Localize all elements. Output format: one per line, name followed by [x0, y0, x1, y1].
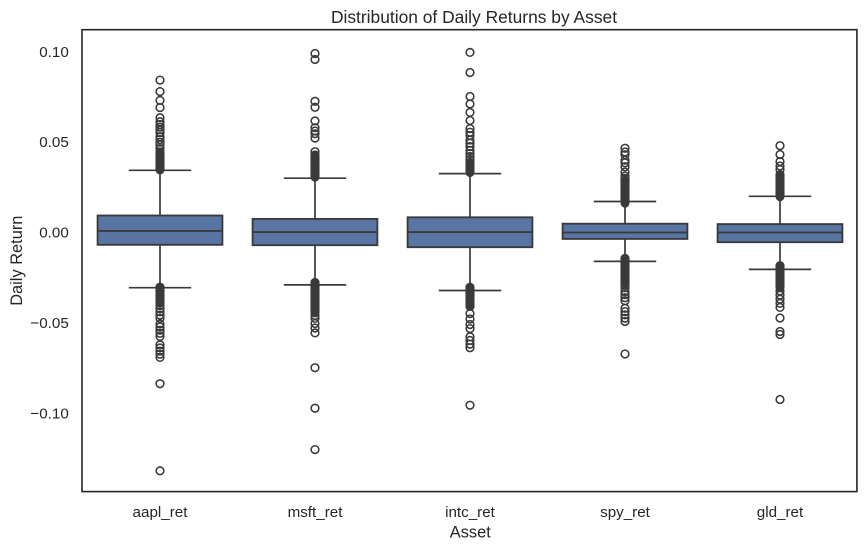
- svg-text:0.00: 0.00: [39, 225, 69, 242]
- svg-text:0.05: 0.05: [39, 134, 69, 151]
- svg-text:spy_ret: spy_ret: [600, 504, 651, 521]
- svg-text:−0.05: −0.05: [30, 315, 68, 332]
- svg-text:Daily Return: Daily Return: [8, 216, 26, 306]
- svg-text:msft_ret: msft_ret: [288, 504, 344, 521]
- svg-text:Distribution of Daily Returns: Distribution of Daily Returns by Asset: [331, 7, 617, 27]
- svg-text:gld_ret: gld_ret: [757, 504, 804, 521]
- svg-text:−0.10: −0.10: [30, 406, 68, 423]
- svg-text:Asset: Asset: [450, 523, 491, 541]
- svg-text:intc_ret: intc_ret: [445, 504, 496, 521]
- svg-text:aapl_ret: aapl_ret: [133, 504, 189, 521]
- svg-text:0.10: 0.10: [39, 44, 69, 61]
